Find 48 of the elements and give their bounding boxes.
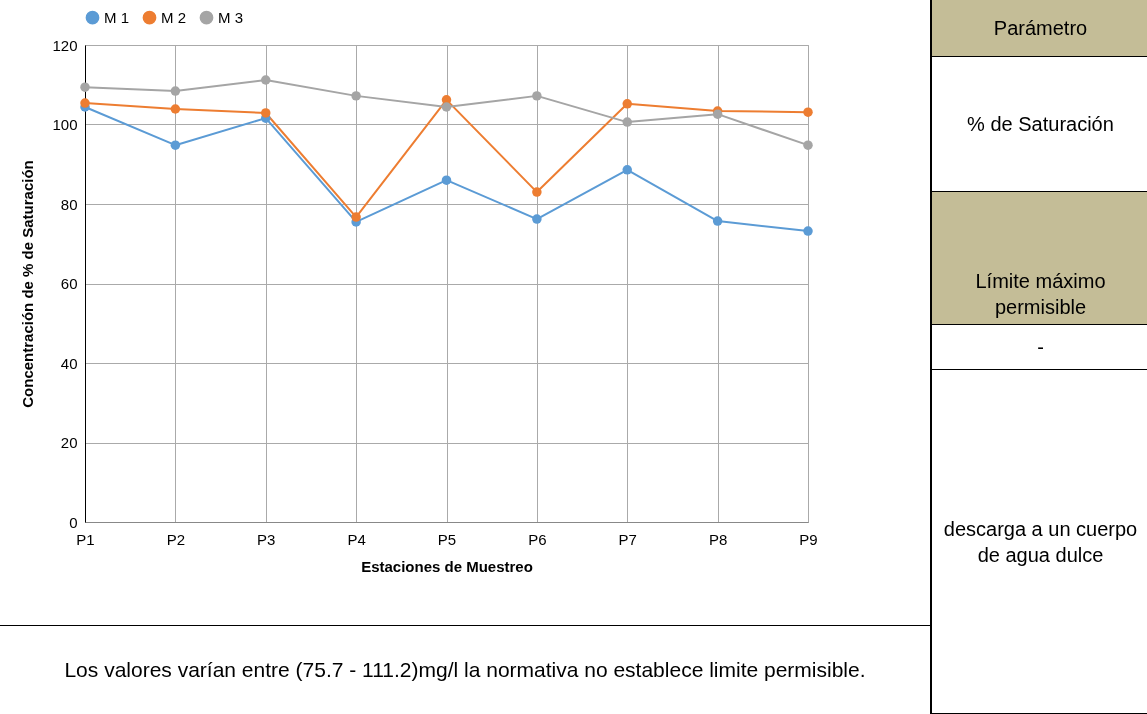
y-tick-label: 40: [60, 354, 78, 372]
x-tick-label: P6: [528, 530, 547, 548]
x-tick-label: P4: [347, 530, 366, 548]
y-axis-title: Concentración de % de Saturación: [19, 160, 37, 408]
text: Límite máximo permisible: [974, 269, 1107, 320]
point: [261, 108, 271, 118]
legend-label: M 3: [218, 8, 244, 26]
legend-label: M 1: [104, 8, 130, 26]
text: Parámetro: [992, 16, 1089, 41]
point: [261, 75, 271, 85]
x-tick-label: P1: [76, 530, 95, 548]
text: descarga a un cuerpo de agua dulce: [942, 516, 1139, 568]
point: [803, 226, 813, 236]
point: [532, 91, 542, 101]
point: [170, 86, 181, 96]
y-tick-label: 120: [52, 36, 78, 54]
y-tick-label: 80: [60, 195, 78, 213]
point: [803, 140, 813, 150]
point: [80, 98, 90, 108]
y-tick-label: 20: [60, 434, 78, 451]
text: Los valores varían entre (75.7 - 111.2)mg/l la normativa no establece limite permisible.: [0, 625, 930, 714]
y-tick-label: 0: [69, 513, 78, 531]
text: % de Saturación: [966, 112, 1115, 137]
point: [622, 165, 632, 175]
point: [170, 140, 181, 150]
x-tick-label: P8: [708, 530, 728, 548]
point: [622, 117, 632, 127]
x-tick-label: P3: [257, 530, 276, 548]
text: -: [1036, 335, 1045, 360]
y-tick-label: 60: [60, 275, 78, 292]
point: [351, 91, 361, 101]
point: [712, 216, 723, 226]
point: [351, 212, 361, 222]
point: [170, 104, 181, 114]
point: [532, 214, 542, 224]
y-tick-label: 100: [52, 116, 78, 133]
x-tick-label: P2: [166, 530, 186, 548]
legend-label: M 2: [161, 8, 187, 26]
point: [532, 187, 542, 197]
point: [622, 99, 632, 109]
x-tick-label: P7: [618, 530, 637, 548]
point: [441, 102, 452, 112]
x-axis-title: Estaciones de Muestreo: [361, 557, 533, 575]
x-tick-label: P5: [437, 530, 457, 548]
point: [80, 82, 90, 92]
point: [803, 107, 813, 117]
point: [441, 175, 452, 185]
x-tick-label: P9: [799, 530, 818, 548]
